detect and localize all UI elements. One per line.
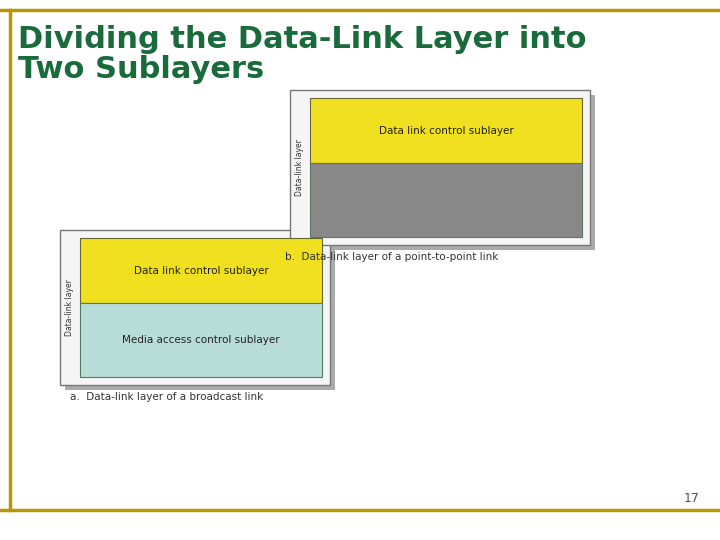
Bar (65, 235, 335, 390)
Bar (290, 90, 590, 245)
Text: 17: 17 (684, 492, 700, 505)
Text: Data-link layer: Data-link layer (294, 139, 304, 196)
Bar (310, 163, 582, 237)
Bar (80, 303, 322, 377)
Text: Data-link layer: Data-link layer (65, 279, 73, 336)
Bar (295, 95, 595, 250)
Text: Two Sublayers: Two Sublayers (18, 55, 264, 84)
Text: a.  Data-link layer of a broadcast link: a. Data-link layer of a broadcast link (70, 392, 264, 402)
Text: Data link control sublayer: Data link control sublayer (379, 125, 513, 136)
Bar (60, 230, 330, 385)
Text: b.  Data-link layer of a point-to-point link: b. Data-link layer of a point-to-point l… (285, 252, 498, 262)
Bar (80, 238, 322, 303)
Text: Media access control sublayer: Media access control sublayer (122, 335, 280, 345)
Text: Dividing the Data-Link Layer into: Dividing the Data-Link Layer into (18, 25, 587, 54)
Text: Data link control sublayer: Data link control sublayer (134, 266, 269, 275)
Bar (310, 98, 582, 163)
